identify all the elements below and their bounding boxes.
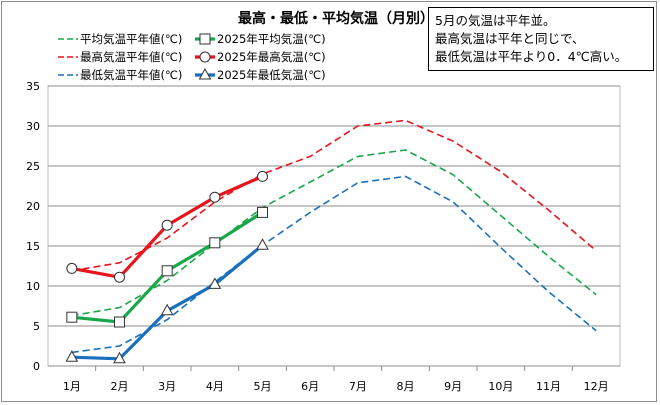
- square-marker: [161, 265, 173, 277]
- legend-item: 2025年最低気温(℃): [195, 67, 326, 82]
- note-box: 5月の気温は平年並。 最高気温は平年と同じで、 最低気温は平年より0．4℃高い。: [428, 7, 654, 71]
- x-tick-label: 4月: [206, 380, 224, 393]
- y-tick-label: 10: [26, 280, 40, 293]
- circle-marker: [257, 170, 268, 182]
- circle-marker: [114, 271, 125, 283]
- circle-marker: [161, 219, 173, 231]
- x-tick-label: 10月: [488, 380, 513, 393]
- triangle-marker: [208, 277, 222, 289]
- triangle-marker: [256, 238, 269, 250]
- legend-item: 平均気温平年値(℃): [58, 32, 182, 46]
- x-tick-label: 2月: [111, 380, 129, 393]
- square-marker: [66, 311, 78, 323]
- series: [71, 119, 597, 272]
- legend-label: 2025年平均気温(℃): [217, 32, 326, 46]
- x-tick-label: 12月: [584, 380, 609, 393]
- series-line: [71, 149, 597, 317]
- legend-label: 最低気温平年値(℃): [80, 68, 182, 82]
- legend-label: 平均気温平年値(℃): [80, 32, 182, 46]
- x-tick-label: 7月: [349, 380, 367, 393]
- series: [66, 170, 268, 283]
- x-tick-label: 1月: [63, 380, 81, 393]
- legend-item: 2025年平均気温(℃): [195, 32, 326, 46]
- x-tick-label: 6月: [301, 380, 319, 393]
- x-tick-label: 9月: [444, 380, 462, 393]
- y-tick-label: 0: [33, 360, 40, 373]
- plot-area: [47, 85, 621, 367]
- chart-title: 最高・最低・平均気温（月別）: [238, 10, 434, 27]
- series: [71, 149, 597, 317]
- x-tick-label: 11月: [536, 380, 561, 393]
- series: [66, 206, 268, 328]
- legend-label: 2025年最低気温(℃): [217, 68, 326, 82]
- square-marker: [209, 237, 221, 249]
- circle-marker: [209, 191, 221, 203]
- series: [65, 238, 269, 364]
- legend-item: 最高気温平年値(℃): [58, 50, 182, 64]
- y-tick-label: 30: [26, 120, 40, 133]
- y-tick-label: 5: [33, 320, 40, 333]
- circle-marker: [199, 51, 211, 63]
- triangle-marker: [65, 350, 79, 362]
- x-tick-label: 3月: [158, 380, 176, 393]
- note-line: 5月の気温は平年並。: [435, 13, 556, 28]
- legend-label: 2025年最高気温(℃): [217, 50, 326, 64]
- legend-item: 2025年最高気温(℃): [195, 50, 326, 64]
- legend-label: 最高気温平年値(℃): [80, 50, 182, 64]
- y-tick-label: 35: [26, 80, 40, 93]
- x-tick-label: 5月: [254, 380, 272, 393]
- series-line: [71, 243, 264, 361]
- triangle-marker: [198, 67, 212, 80]
- square-marker: [199, 33, 211, 45]
- note-line: 最低気温は平年より0．4℃高い。: [435, 49, 628, 64]
- y-tick-label: 25: [26, 160, 40, 173]
- square-marker: [257, 206, 268, 218]
- note-line: 最高気温は平年と同じで、: [435, 31, 585, 46]
- y-tick-label: 20: [26, 200, 40, 213]
- series-line: [71, 175, 597, 354]
- legend-item: 最低気温平年値(℃): [58, 68, 182, 82]
- triangle-marker: [160, 303, 174, 316]
- triangle-marker: [113, 351, 126, 364]
- square-marker: [114, 316, 125, 328]
- x-tick-label: 8月: [397, 380, 415, 393]
- series: [71, 175, 597, 354]
- y-tick-label: 15: [26, 240, 40, 253]
- circle-marker: [66, 262, 78, 274]
- series-line: [71, 119, 597, 272]
